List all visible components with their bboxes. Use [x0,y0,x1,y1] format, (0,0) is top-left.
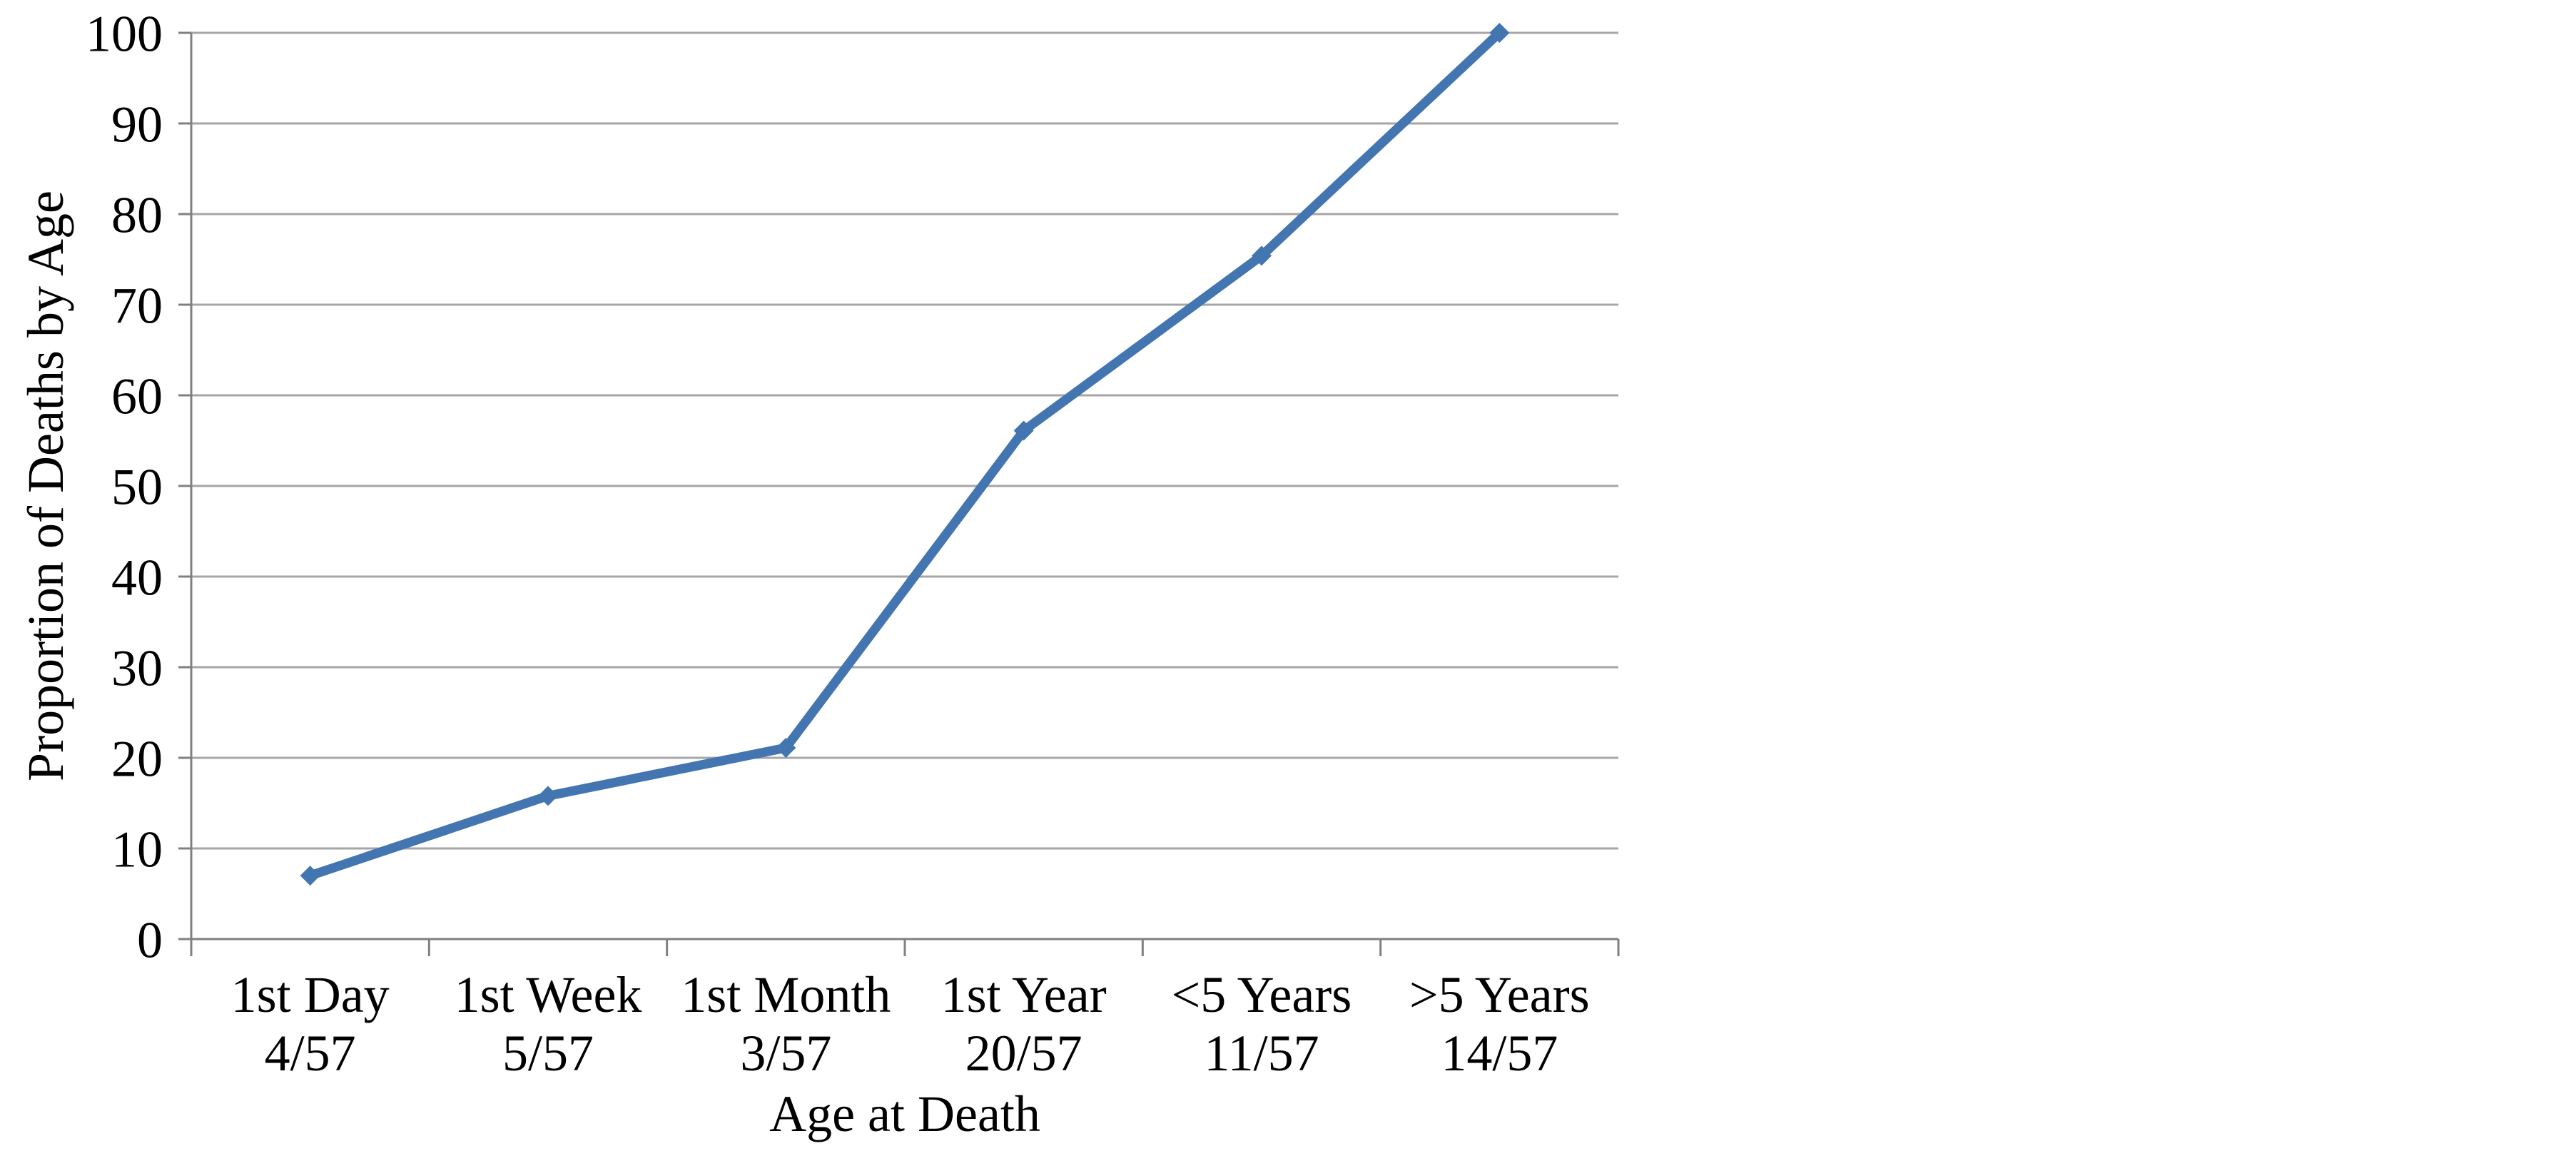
x-category-count-label: 5/57 [502,1025,594,1082]
y-tick-label-40: 40 [111,549,163,607]
x-category-label: >5 Years [1409,966,1590,1023]
y-tick-label-80: 80 [111,187,163,244]
data-series [300,23,1510,886]
data-point-marker-0 [300,866,320,886]
y-tick-label-50: 50 [111,459,163,516]
x-category-count-label: 3/57 [740,1025,831,1082]
data-point-marker-3 [1013,420,1034,441]
y-axis-title: Proportion of Deaths by Age [17,191,74,781]
x-category-label: 1st Day [231,966,390,1023]
y-tick-label-20: 20 [111,731,163,788]
data-line [305,28,1504,881]
data-point-marker-5 [1489,23,1510,43]
y-tick-label-10: 10 [111,821,163,878]
x-category-label: 1st Month [681,966,891,1023]
gridlines [191,31,1618,850]
x-category-label: 1st Year [941,966,1107,1023]
y-tick-label-30: 30 [111,640,163,697]
y-tick-label-60: 60 [111,368,163,425]
x-category-count-label: 14/57 [1441,1025,1558,1082]
x-axis-title: Age at Death [769,1085,1040,1142]
data-point-marker-2 [776,738,796,759]
y-tick-label-70: 70 [111,278,163,335]
data-point-marker-1 [538,786,558,806]
y-tick-label-90: 90 [111,96,163,153]
x-category-label: <5 Years [1172,966,1352,1023]
x-category-count-label: 20/57 [965,1025,1082,1082]
data-point-marker-4 [1252,245,1272,266]
x-category-count-label: 4/57 [265,1025,356,1082]
y-tick-label-0: 0 [137,912,163,969]
axes [178,31,1620,956]
y-tick-label-100: 100 [86,6,163,63]
x-category-label: 1st Week [455,966,642,1023]
x-category-count-label: 11/57 [1204,1025,1319,1082]
y-axis-tick-labels: 0 10 20 30 40 50 60 70 80 90 100 [86,6,163,969]
